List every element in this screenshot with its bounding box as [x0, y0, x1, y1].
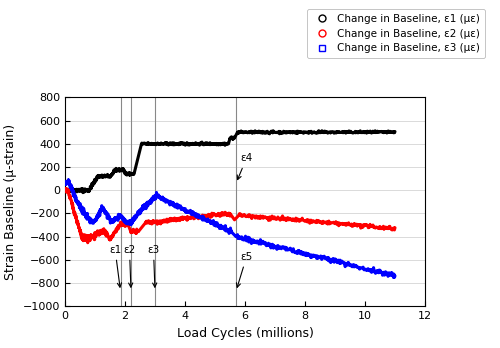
Legend: Change in Baseline, ε1 (με), Change in Baseline, ε2 (με), Change in Baseline, ε3: Change in Baseline, ε1 (με), Change in B… — [306, 9, 485, 58]
X-axis label: Load Cycles (millions): Load Cycles (millions) — [176, 327, 314, 340]
Text: ε2: ε2 — [124, 245, 136, 287]
Text: ε1: ε1 — [109, 245, 122, 287]
Y-axis label: Strain Baseline (μ-strain): Strain Baseline (μ-strain) — [4, 124, 17, 280]
Text: ε3: ε3 — [148, 245, 160, 287]
Text: ε5: ε5 — [236, 252, 253, 287]
Text: ε4: ε4 — [237, 153, 253, 180]
